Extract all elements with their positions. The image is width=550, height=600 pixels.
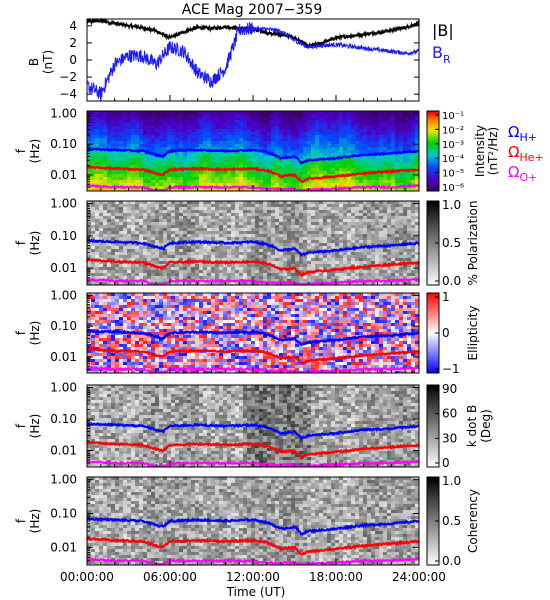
- x-tick-label: 06:00:00: [143, 570, 197, 584]
- x-tick-label: 12:00:00: [226, 570, 280, 584]
- spectrogram-panel-4: 1.00 0.10 0.01 f (Hz) 90 60 30 0 k dot B (Deg): [14, 380, 493, 470]
- gyrofrequency-legend: ΩH+ ΩHe+ ΩO+: [508, 123, 544, 184]
- colorbar-tick-label: 0.5: [442, 514, 461, 528]
- freq-tick-label: 0.01: [50, 168, 77, 182]
- gyro-line-he: [87, 347, 420, 365]
- freq-axis-label-line1: f: [14, 423, 28, 428]
- freq-tick-label: 1.00: [50, 288, 77, 302]
- b-y-tick-label: −4: [59, 87, 77, 101]
- colorbar-tick-label: 10⁻²: [442, 125, 464, 136]
- freq-axis-label-line1: f: [14, 240, 28, 245]
- freq-tick-label: 0.10: [50, 229, 77, 243]
- freq-tick-label: 0.10: [50, 137, 77, 151]
- spectrogram-panel-3: 1.00 0.10 0.01 f (Hz) 1 0 −1 Ellipticity: [14, 288, 480, 376]
- b-y-axis-label-line1: B: [27, 58, 41, 66]
- freq-tick-label: 0.01: [50, 261, 77, 275]
- spectrogram-panel-5: 1.00 0.10 0.01 f (Hz) 1.0 0.5 0.0 Coherency: [14, 473, 480, 568]
- colorbar-tick-label: 10⁻⁶: [442, 183, 464, 194]
- colorbar-tick-label: 1.0: [442, 198, 461, 212]
- panel-b-field-labels: B (nT) 4 2 0 −2 −4 |B| BR: [27, 19, 454, 101]
- freq-axis-label-line2: (Hz): [28, 414, 42, 439]
- b-y-tick-label: 2: [69, 36, 77, 50]
- colorbar-label-line1: k dot B: [465, 405, 479, 447]
- legend-he-gyro: ΩHe+: [508, 143, 544, 164]
- colorbar-label-line2: (nT²/Hz): [486, 127, 500, 175]
- k-dot-b-colorbar: [426, 384, 440, 468]
- colorbar-label: Coherency: [466, 489, 480, 553]
- freq-axis-label-line2: (Hz): [28, 139, 42, 164]
- gyro-line-he: [86, 165, 420, 183]
- colorbar-tick-label: 1: [442, 290, 450, 304]
- freq-tick-label: 0.01: [50, 540, 77, 554]
- freq-axis-label-line2: (Hz): [28, 321, 42, 346]
- colorbar-tick-label: 0: [442, 326, 450, 340]
- legend-b-radial: BR: [432, 43, 451, 66]
- x-tick-label: 18:00:00: [309, 570, 363, 584]
- x-axis-label: Time (UT): [226, 585, 286, 599]
- spectrogram-panel-1: 1.00 0.10 0.01 f (Hz) 10⁻¹ 10⁻² 10⁻³ 10⁻⁴ 10⁻⁵ 10⁻…: [14, 106, 500, 194]
- intensity-colorbar: [426, 110, 440, 192]
- gyro-line-h: [86, 516, 420, 536]
- chart-title: ACE Mag 2007−359: [182, 2, 322, 18]
- colorbar-tick-label: 0: [442, 456, 450, 470]
- x-tick-label: 00:00:00: [60, 570, 114, 584]
- freq-tick-label: 1.00: [50, 473, 77, 487]
- spectrogram-panel-2: 1.00 0.10 0.01 f (Hz) 1.0 0.5 0.0 % Polarization: [14, 197, 480, 288]
- freq-axis-label-line1: f: [14, 330, 28, 335]
- x-tick-label: 24:00:00: [392, 570, 446, 584]
- colorbar-tick-label: 60: [442, 407, 457, 421]
- gyro-line-he: [86, 258, 420, 277]
- freq-tick-label: 0.10: [50, 412, 77, 426]
- legend-b-total: |B|: [432, 21, 454, 40]
- gyro-line-h: [86, 329, 420, 347]
- x-axis-tick-labels: 00:00:00 06:00:00 12:00:00 18:00:00 24:0…: [60, 570, 446, 584]
- colorbar-tick-label: 10⁻¹: [442, 111, 464, 122]
- freq-tick-label: 0.01: [50, 444, 77, 458]
- colorbar-label-line2: (Deg): [479, 409, 493, 443]
- colorbar-tick-label: −1: [442, 362, 460, 376]
- colorbar-tick-label: 10⁻⁴: [442, 154, 464, 165]
- gyro-line-h: [87, 146, 420, 165]
- gyro-line-h: [86, 238, 420, 258]
- freq-axis-label-line2: (Hz): [28, 509, 42, 534]
- gyro-line-h: [86, 421, 420, 441]
- colorbar-tick-label: 10⁻⁵: [442, 169, 464, 180]
- colorbar-tick-label: 30: [442, 431, 457, 445]
- colorbar-tick-label: 90: [442, 382, 457, 396]
- freq-axis-label-line2: (Hz): [28, 231, 42, 256]
- colorbar-tick-label: 0.0: [442, 274, 461, 288]
- series-line-b-radial: [86, 22, 420, 100]
- b-y-tick-label: 4: [69, 19, 77, 33]
- colorbar-tick-label: 0.5: [442, 236, 461, 250]
- colorbar-label: % Polarization: [466, 201, 480, 286]
- colorbar-label-line1: Intensity: [473, 125, 487, 177]
- colorbar-tick-label: 0.0: [442, 554, 461, 568]
- colorbar-tick-label: 10⁻³: [442, 140, 464, 151]
- freq-tick-label: 1.00: [50, 380, 77, 394]
- colorbar-tick-label: 1.0: [442, 474, 461, 488]
- b-y-axis-label-line2: (nT): [41, 50, 55, 74]
- freq-axis-label-line1: f: [14, 518, 28, 523]
- freq-tick-label: 0.01: [50, 350, 77, 364]
- freq-tick-label: 1.00: [50, 197, 77, 211]
- gyro-line-he: [86, 441, 420, 460]
- legend-o-gyro: ΩO+: [508, 163, 537, 184]
- legend-h-gyro: ΩH+: [508, 123, 537, 144]
- freq-tick-label: 1.00: [50, 106, 77, 120]
- b-y-tick-label: −2: [59, 70, 77, 84]
- freq-tick-label: 0.10: [50, 506, 77, 520]
- freq-axis-label-line1: f: [14, 148, 28, 153]
- colorbar-label: Ellipticity: [466, 306, 480, 361]
- freq-tick-label: 0.10: [50, 319, 77, 333]
- b-y-tick-label: 0: [69, 53, 77, 67]
- b-field-plot-area: [86, 18, 420, 102]
- gyro-line-he: [86, 536, 420, 556]
